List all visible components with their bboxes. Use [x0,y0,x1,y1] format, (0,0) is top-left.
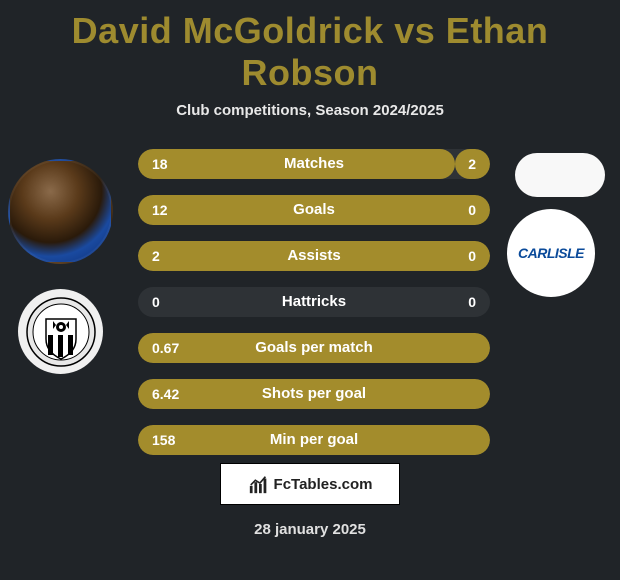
footer-date: 28 january 2025 [0,521,620,538]
stat-label: Shots per goal [138,379,490,409]
footer-brand-box: FcTables.com [220,463,400,505]
club-right-label: CARLISLE [518,245,584,261]
stat-row: 182Matches [138,149,490,179]
stat-label: Matches [138,149,490,179]
stat-label: Goals [138,195,490,225]
page-title: David McGoldrick vs Ethan Robson [0,0,620,94]
player-left-avatar [8,159,113,264]
stat-label: Min per goal [138,425,490,455]
stats-container: 182Matches 120Goals 20Assists 00Hattricks 0.… [138,149,490,471]
stat-row: 120Goals [138,195,490,225]
stat-label: Hattricks [138,287,490,317]
notts-county-icon [26,297,96,367]
footer-brand-text: FcTables.com [274,476,373,493]
comparison-content: CARLISLE 182Matches 120Goals 20Assists 00Ha… [0,149,620,479]
stat-row: 158Min per goal [138,425,490,455]
stat-row: 20Assists [138,241,490,271]
player-right-avatar [515,153,605,197]
club-left-badge [18,289,103,374]
stat-label: Assists [138,241,490,271]
club-right-badge: CARLISLE [507,209,595,297]
stat-row: 0.67Goals per match [138,333,490,363]
subtitle: Club competitions, Season 2024/2025 [0,102,620,119]
stat-row: 6.42Shots per goal [138,379,490,409]
chart-icon [248,473,270,495]
stat-label: Goals per match [138,333,490,363]
stat-row: 00Hattricks [138,287,490,317]
